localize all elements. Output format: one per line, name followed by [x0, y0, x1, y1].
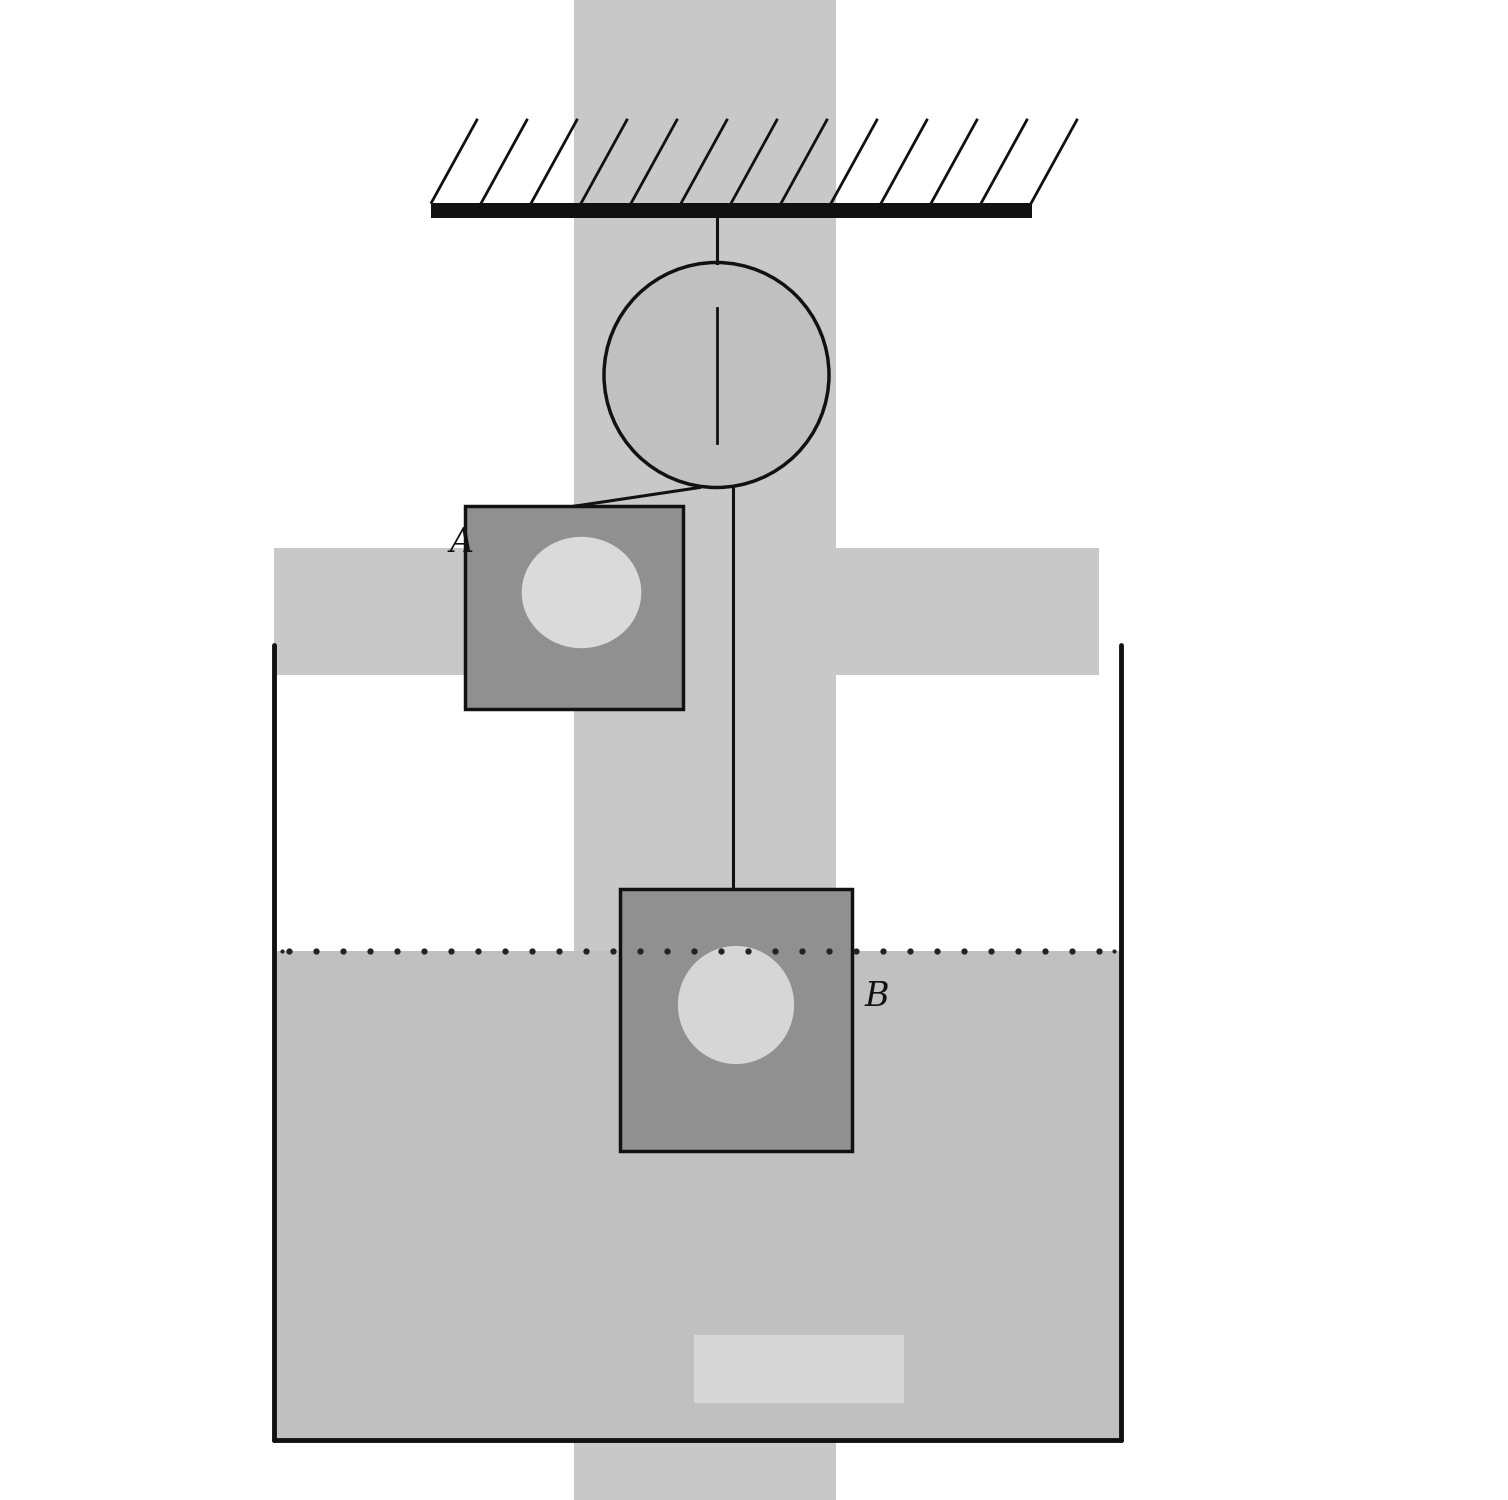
Text: A: A: [449, 526, 474, 560]
Circle shape: [605, 262, 829, 488]
Ellipse shape: [522, 537, 641, 648]
Bar: [466, 507, 683, 710]
Bar: [274, 951, 1122, 1440]
Text: B: B: [864, 981, 890, 1014]
Bar: [274, 548, 1099, 675]
Bar: [694, 1335, 903, 1402]
Bar: [620, 888, 852, 1152]
Ellipse shape: [679, 946, 795, 1064]
Bar: [431, 202, 1031, 217]
Bar: [575, 0, 837, 1500]
